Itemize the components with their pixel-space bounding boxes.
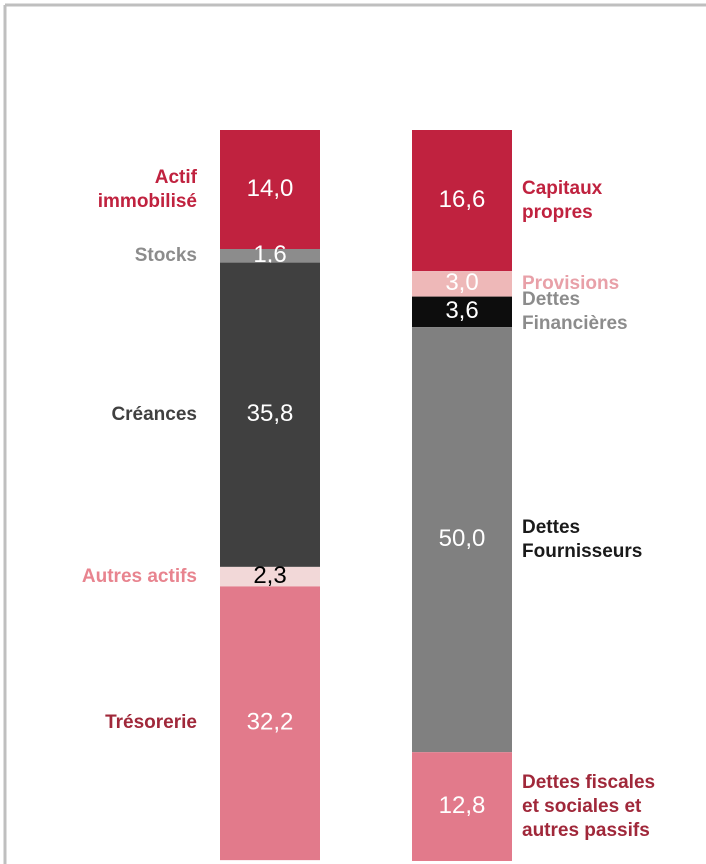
value-label: 32,2 [247, 709, 294, 736]
bar-segment [220, 566, 320, 587]
bar-segment [220, 130, 320, 249]
segment-name: Créances [111, 403, 197, 425]
value-label: 16,6 [439, 186, 486, 213]
value-label: 2,3 [253, 562, 286, 589]
segment-name: Dettes Financières [522, 288, 628, 334]
segment-name: Capitaux propres [522, 177, 603, 223]
value-label: 12,8 [439, 792, 486, 819]
segment-name: Dettes fiscales et sociales et autres pa… [522, 771, 656, 841]
value-label: 3,0 [445, 269, 478, 296]
bar-segment [412, 327, 512, 753]
segment-name: Autres actifs [81, 565, 197, 587]
segment-name: Trésorerie [105, 712, 197, 734]
segment-name: Provisions [522, 272, 620, 294]
bar-segment [412, 752, 512, 861]
bar-segment [412, 271, 512, 297]
bar-segment [220, 586, 320, 861]
value-label: 3,6 [445, 297, 478, 324]
bar-segment [220, 262, 320, 567]
value-label: 50,0 [439, 525, 486, 552]
segment-name: Dettes Fournisseurs [522, 516, 643, 562]
bar-segment [220, 249, 320, 263]
segment-name: Actif immobilisé [97, 166, 197, 212]
value-label: 14,0 [247, 175, 294, 202]
bar-segment [412, 130, 512, 272]
segment-name: Stocks [134, 244, 197, 266]
value-label: 35,8 [247, 400, 294, 427]
bar-segment [412, 296, 512, 328]
